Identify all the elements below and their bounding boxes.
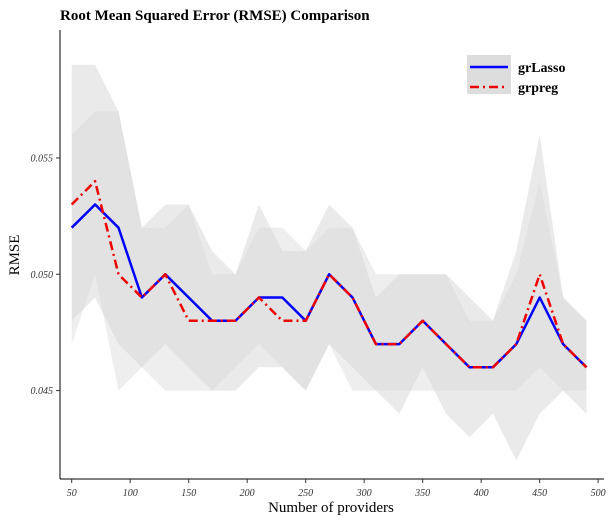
confidence-bands [71,64,587,461]
x-tick-label: 200 [240,488,255,499]
axes [59,30,604,480]
y-axis-ticks: 0.045 0.050 0.055 [31,153,60,397]
x-tick-label: 400 [474,488,489,499]
x-tick-label: 450 [532,488,547,499]
x-tick-label: 100 [123,488,138,499]
x-tick-label: 50 [67,488,77,499]
x-tick-label: 150 [181,488,196,499]
band-grlasso [71,64,587,461]
legend-label-grlasso: grLasso [518,61,565,76]
x-tick-label: 350 [414,488,430,499]
y-tick-label: 0.055 [31,153,54,164]
series-lines [70,179,588,369]
x-tick-label: 500 [591,488,606,499]
legend: grLasso grpreg [467,55,565,96]
y-axis-title: RMSE [7,235,23,276]
x-axis-title: Number of providers [268,500,394,516]
line-grlasso [70,203,588,369]
legend-label-grpreg: grpreg [518,81,558,96]
x-axis-ticks: 50 100 150 200 250 300 350 400 450 500 [67,479,606,499]
x-tick-label: 300 [356,488,372,499]
chart-title: Root Mean Squared Error (RMSE) Compariso… [60,8,370,24]
y-tick-label: 0.045 [31,386,54,397]
x-tick-label: 250 [298,488,313,499]
y-tick-label: 0.050 [31,270,54,281]
band-grpreg [71,111,587,391]
